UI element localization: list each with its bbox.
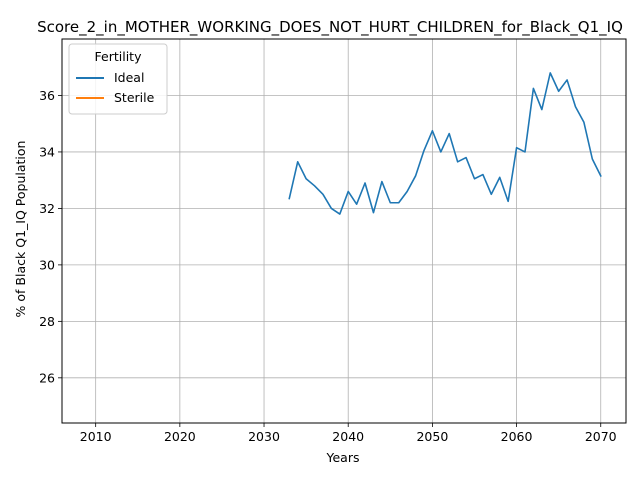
x-tick-label: 2020 [164, 429, 196, 444]
x-tick-label: 2030 [248, 429, 280, 444]
x-tick-label: 2010 [80, 429, 112, 444]
y-tick-label: 34 [39, 144, 55, 159]
y-axis-ticks: 26 28 30 32 34 36 [39, 88, 62, 385]
y-tick-label: 26 [39, 370, 55, 385]
x-tick-label: 2040 [332, 429, 364, 444]
plot-frame [61, 38, 627, 424]
series-line-ideal [288, 72, 602, 215]
series-layer [288, 72, 602, 215]
legend-box [68, 43, 168, 115]
x-tick-label: 2070 [585, 429, 617, 444]
legend-label-sterile: Sterile [114, 90, 155, 105]
x-axis-ticks: 2010 2020 2030 2040 2050 2060 2070 [80, 423, 617, 444]
y-tick-label: 36 [39, 88, 55, 103]
y-tick-label: 28 [39, 314, 55, 329]
y-tick-label: 32 [39, 201, 55, 216]
x-tick-label: 2050 [416, 429, 448, 444]
legend: Fertility Ideal Sterile [68, 43, 168, 115]
legend-label-ideal: Ideal [114, 70, 144, 85]
legend-title: Fertility [95, 49, 143, 64]
x-axis-label: Years [326, 450, 360, 465]
chart-title: Score_2_in_MOTHER_WORKING_DOES_NOT_HURT_… [37, 18, 623, 37]
x-tick-label: 2060 [501, 429, 533, 444]
y-tick-label: 30 [39, 257, 55, 272]
y-axis-label: % of Black Q1_IQ Population [13, 141, 28, 318]
